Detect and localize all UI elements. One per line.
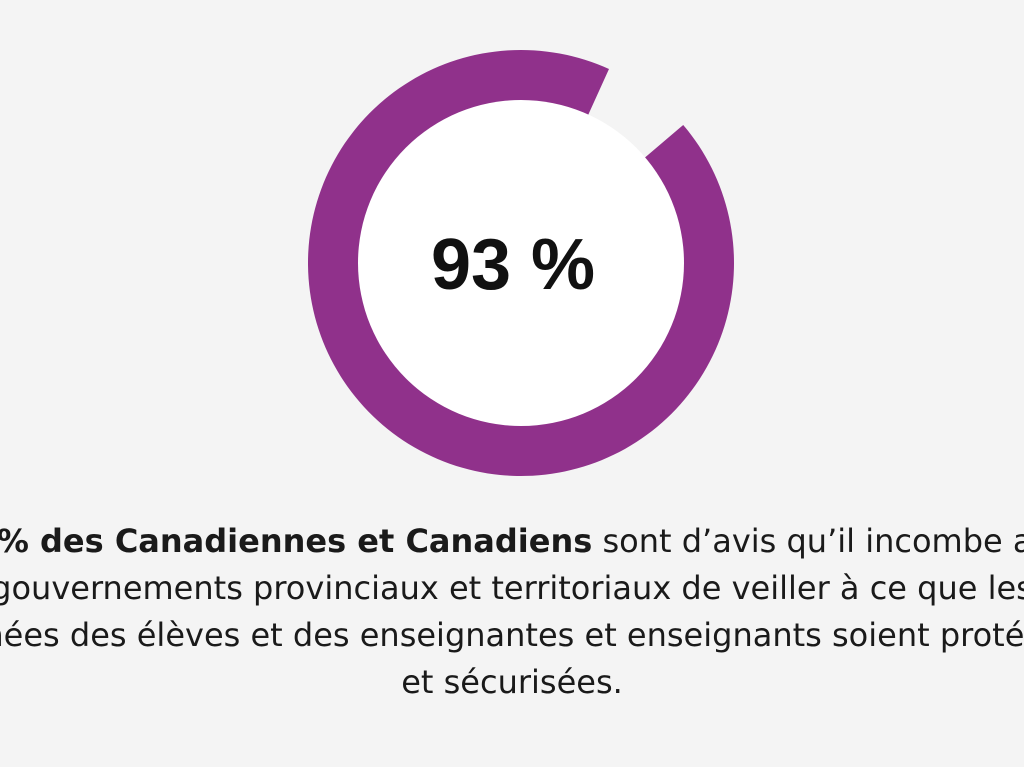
caption-rest: sont d’avis qu’il incombe aux gouverneme… bbox=[0, 522, 1024, 701]
center-percentage-label: 93 % bbox=[431, 225, 595, 305]
donut-chart: 93 % bbox=[307, 49, 734, 476]
donut-hole bbox=[358, 100, 684, 426]
caption-highlight: 93% des Canadiennes et Canadiens bbox=[0, 522, 593, 560]
caption-text: 93% des Canadiennes et Canadiens sont d’… bbox=[0, 518, 1024, 706]
